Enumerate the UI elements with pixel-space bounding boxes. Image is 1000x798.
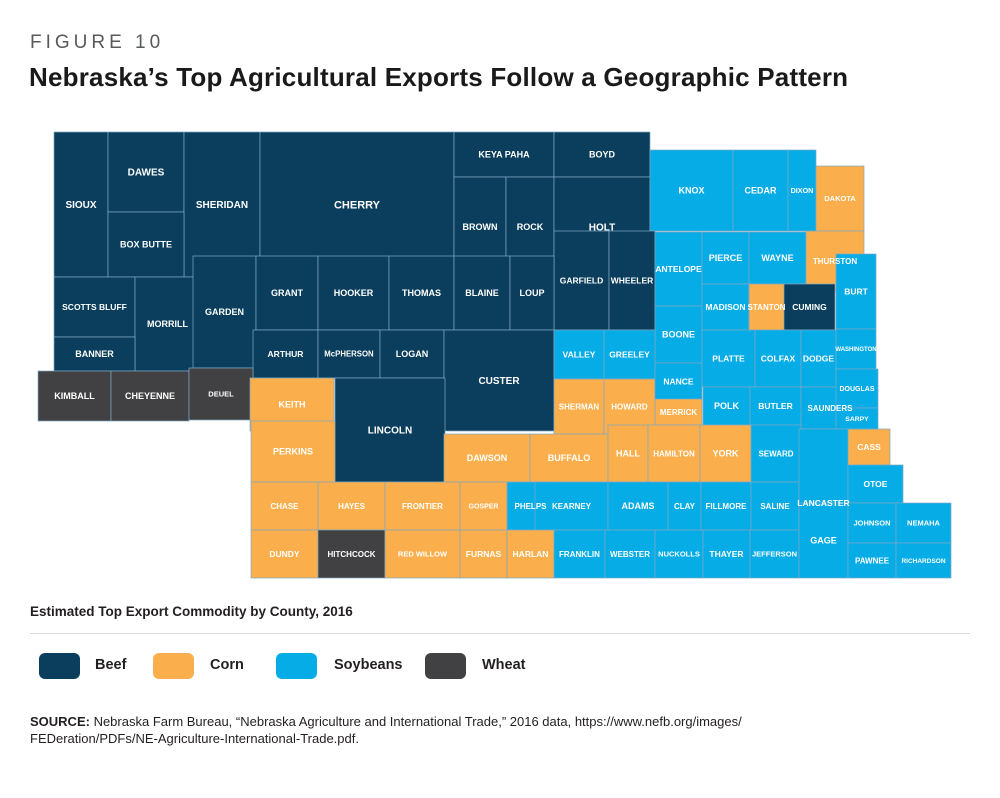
svg-text:PERKINS: PERKINS [273, 447, 313, 457]
svg-text:THAYER: THAYER [709, 549, 743, 559]
svg-text:PHELPS: PHELPS [514, 502, 547, 511]
svg-text:BLAINE: BLAINE [465, 288, 499, 298]
svg-text:BUFFALO: BUFFALO [548, 453, 591, 463]
svg-text:CHERRY: CHERRY [334, 199, 381, 211]
svg-text:SALINE: SALINE [760, 502, 790, 511]
svg-text:CLAY: CLAY [674, 502, 696, 511]
svg-text:MERRICK: MERRICK [660, 408, 698, 417]
svg-text:SAUNDERS: SAUNDERS [808, 404, 854, 413]
svg-text:LANCASTER: LANCASTER [797, 498, 849, 508]
svg-text:FILLMORE: FILLMORE [706, 502, 748, 511]
svg-text:CHASE: CHASE [270, 502, 299, 511]
svg-text:DAWES: DAWES [128, 168, 165, 179]
svg-text:JEFFERSON: JEFFERSON [752, 550, 797, 559]
svg-text:WAYNE: WAYNE [761, 253, 793, 263]
svg-text:FRONTIER: FRONTIER [402, 502, 443, 511]
svg-text:HALL: HALL [616, 449, 640, 459]
svg-text:PIERCE: PIERCE [709, 253, 743, 263]
svg-text:HOLT: HOLT [589, 223, 615, 234]
svg-text:HOOKER: HOOKER [334, 288, 374, 298]
svg-text:SIOUX: SIOUX [65, 200, 96, 211]
svg-text:CHEYENNE: CHEYENNE [125, 391, 175, 401]
svg-text:BURT: BURT [844, 287, 868, 297]
svg-text:HARLAN: HARLAN [513, 549, 549, 559]
svg-text:FURNAS: FURNAS [466, 549, 502, 559]
svg-text:DUNDY: DUNDY [269, 549, 300, 559]
svg-text:DEUEL: DEUEL [208, 390, 234, 399]
svg-text:HAMILTON: HAMILTON [653, 449, 695, 458]
svg-text:ROCK: ROCK [517, 222, 544, 232]
svg-text:KIMBALL: KIMBALL [54, 391, 95, 401]
svg-text:SHERMAN: SHERMAN [559, 402, 600, 411]
svg-text:CUMING: CUMING [792, 302, 827, 312]
svg-text:CASS: CASS [857, 442, 881, 452]
svg-text:WEBSTER: WEBSTER [610, 550, 650, 559]
svg-text:NUCKOLLS: NUCKOLLS [658, 550, 700, 559]
svg-text:SARPY: SARPY [845, 416, 869, 423]
svg-text:NANCE: NANCE [663, 377, 694, 387]
svg-text:KEARNEY: KEARNEY [552, 502, 592, 511]
svg-text:GOSPER: GOSPER [469, 503, 499, 510]
svg-text:CEDAR: CEDAR [744, 186, 777, 196]
svg-text:NEMAHA: NEMAHA [907, 519, 940, 528]
svg-text:GARFIELD: GARFIELD [560, 276, 603, 286]
svg-text:HITCHCOCK: HITCHCOCK [328, 550, 376, 559]
svg-text:OTOE: OTOE [864, 479, 888, 489]
svg-text:GARDEN: GARDEN [205, 307, 244, 317]
svg-text:KNOX: KNOX [678, 186, 704, 196]
svg-text:BANNER: BANNER [75, 349, 114, 359]
svg-text:McPHERSON: McPHERSON [324, 350, 374, 359]
svg-text:YORK: YORK [712, 449, 739, 459]
svg-text:DAKOTA: DAKOTA [824, 194, 856, 203]
svg-text:BUTLER: BUTLER [758, 401, 792, 411]
svg-text:COLFAX: COLFAX [761, 354, 796, 364]
svg-text:JOHNSON: JOHNSON [853, 519, 890, 528]
svg-text:LOUP: LOUP [519, 288, 544, 298]
svg-text:PLATTE: PLATTE [712, 354, 745, 364]
svg-text:BOONE: BOONE [662, 330, 695, 340]
svg-text:GAGE: GAGE [810, 536, 837, 546]
svg-text:RICHARDSON: RICHARDSON [901, 558, 945, 565]
svg-text:LINCOLN: LINCOLN [368, 426, 412, 437]
svg-text:KEYA PAHA: KEYA PAHA [478, 150, 530, 160]
svg-text:BOYD: BOYD [589, 150, 616, 160]
svg-text:POLK: POLK [714, 401, 740, 411]
svg-text:ANTELOPE: ANTELOPE [655, 264, 702, 274]
svg-text:DOUGLAS: DOUGLAS [840, 386, 875, 393]
svg-text:BOX BUTTE: BOX BUTTE [120, 240, 172, 250]
svg-text:BROWN: BROWN [463, 222, 498, 232]
svg-text:SEWARD: SEWARD [758, 449, 793, 458]
svg-text:FRANKLIN: FRANKLIN [559, 550, 600, 559]
svg-text:DAWSON: DAWSON [467, 453, 508, 463]
svg-text:SHERIDAN: SHERIDAN [196, 200, 248, 211]
svg-text:KEITH: KEITH [279, 400, 306, 410]
svg-text:STANTON: STANTON [748, 303, 786, 312]
svg-text:SCOTTS BLUFF: SCOTTS BLUFF [62, 302, 127, 312]
svg-text:MORRILL: MORRILL [147, 319, 188, 329]
svg-text:ADAMS: ADAMS [622, 501, 655, 511]
svg-text:DODGE: DODGE [803, 354, 835, 364]
svg-text:GRANT: GRANT [271, 288, 303, 298]
svg-text:VALLEY: VALLEY [563, 350, 596, 360]
svg-text:THOMAS: THOMAS [402, 288, 441, 298]
svg-text:GREELEY: GREELEY [609, 350, 650, 360]
svg-text:LOGAN: LOGAN [396, 349, 429, 359]
svg-text:CUSTER: CUSTER [478, 376, 520, 387]
svg-text:RED WILLOW: RED WILLOW [398, 550, 448, 559]
svg-text:THURSTON: THURSTON [813, 257, 858, 266]
svg-text:ARTHUR: ARTHUR [268, 349, 304, 359]
svg-text:WASHINGTON: WASHINGTON [835, 347, 876, 353]
svg-text:PAWNEE: PAWNEE [855, 556, 890, 565]
svg-text:WHEELER: WHEELER [611, 276, 654, 286]
svg-text:HAYES: HAYES [338, 502, 365, 511]
svg-text:DIXON: DIXON [791, 186, 814, 195]
svg-text:MADISON: MADISON [705, 302, 745, 312]
svg-text:HOWARD: HOWARD [611, 402, 648, 411]
